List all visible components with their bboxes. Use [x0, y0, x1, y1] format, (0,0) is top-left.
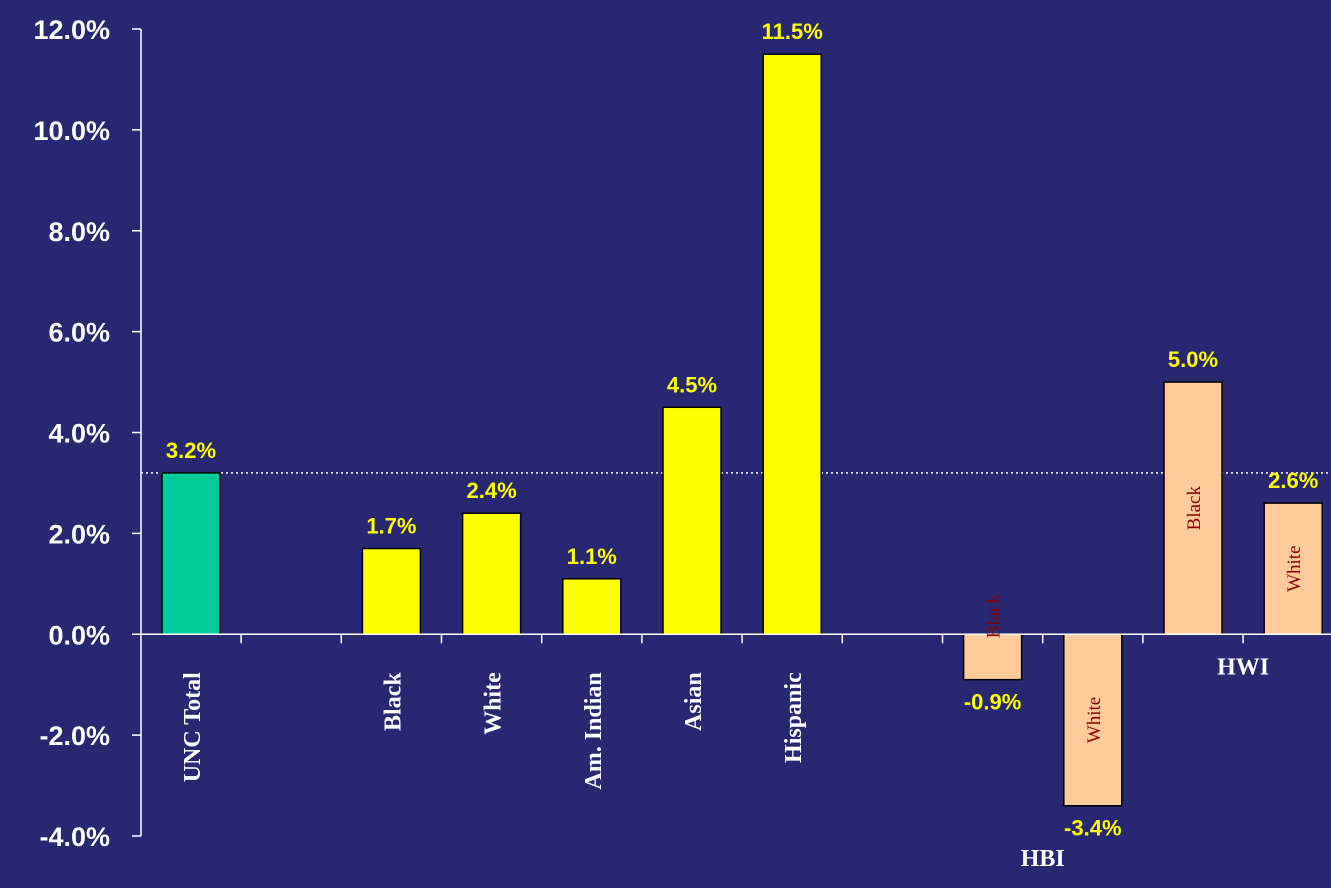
- y-tick-label: -4.0%: [39, 822, 110, 852]
- in-bar-label: White: [1284, 545, 1305, 591]
- y-tick-label: 10.0%: [33, 116, 110, 146]
- bar: [1163, 381, 1223, 635]
- group-label: HWI: [1217, 654, 1269, 680]
- category-label: UNC Total: [180, 672, 206, 782]
- y-tick-label: 8.0%: [48, 217, 110, 247]
- data-label: 11.5%: [762, 19, 823, 44]
- in-bar-label: Black: [1184, 486, 1205, 531]
- data-label: -3.4%: [1064, 816, 1121, 841]
- data-label: 1.1%: [567, 544, 617, 569]
- group-label: HBI: [1021, 846, 1065, 872]
- category-label: Hispanic: [781, 672, 807, 763]
- data-label: 4.5%: [667, 372, 717, 397]
- category-label: Black: [380, 672, 406, 731]
- data-label: 2.6%: [1268, 468, 1318, 493]
- in-bar-label: Black: [984, 593, 1005, 638]
- y-tick-label: -2.0%: [39, 721, 110, 751]
- bar: [361, 547, 422, 635]
- category-label: Am. Indian: [581, 672, 607, 789]
- y-tick-label: 2.0%: [48, 519, 110, 549]
- in-bar-label: White: [1084, 697, 1105, 743]
- bars-layer: [161, 53, 1323, 807]
- bar: [161, 472, 221, 635]
- y-tick-label: 6.0%: [48, 318, 110, 348]
- y-tick-label: 4.0%: [48, 419, 110, 449]
- data-label: 5.0%: [1168, 347, 1218, 372]
- y-tick-label: 0.0%: [48, 620, 110, 650]
- bar: [962, 633, 1023, 681]
- bar: [562, 578, 622, 635]
- category-label: Asian: [681, 672, 707, 731]
- bar: [461, 512, 522, 636]
- category-label: White: [481, 672, 507, 735]
- data-label: 1.7%: [366, 514, 416, 539]
- data-label: -0.9%: [964, 690, 1021, 715]
- data-label: 2.4%: [467, 478, 517, 503]
- bar: [662, 406, 722, 635]
- axis-layer: 12.0% 10.0% 8.0% 6.0% 4.0% 2.0% 0.0% -2.0% -4.0%: [33, 15, 1331, 852]
- data-label: 3.2%: [166, 438, 216, 463]
- bar: [762, 53, 822, 635]
- labels-layer: 3.2% UNC Total 1.7% Black 2.4% White 1.1% Am. I…: [166, 19, 1318, 872]
- y-tick-label: 12.0%: [33, 15, 110, 45]
